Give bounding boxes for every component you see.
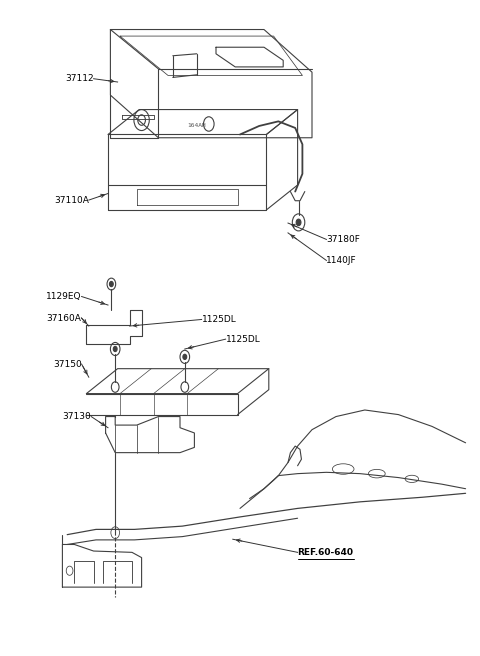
Text: 37112: 37112 [65,74,94,83]
Text: 1129EQ: 1129EQ [46,292,82,301]
Circle shape [113,346,117,352]
Text: 37180F: 37180F [326,235,360,244]
Circle shape [109,281,113,287]
Text: 37130: 37130 [62,412,91,421]
Text: 37110A: 37110A [54,195,89,205]
Text: REF.60-640: REF.60-640 [298,548,354,557]
Circle shape [296,219,301,226]
Text: 37150: 37150 [53,359,82,369]
Circle shape [183,354,187,359]
Text: 164AH: 164AH [187,123,206,129]
Text: 37160A: 37160A [47,314,82,323]
Text: 1125DL: 1125DL [202,315,236,324]
Text: 1125DL: 1125DL [226,335,260,344]
Text: 1140JF: 1140JF [326,256,357,265]
